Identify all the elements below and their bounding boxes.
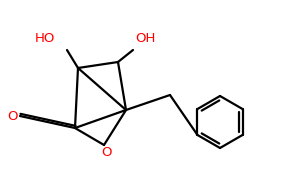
Text: OH: OH — [135, 31, 155, 44]
Text: O: O — [102, 147, 112, 160]
Text: HO: HO — [35, 31, 55, 44]
Text: O: O — [8, 110, 18, 123]
